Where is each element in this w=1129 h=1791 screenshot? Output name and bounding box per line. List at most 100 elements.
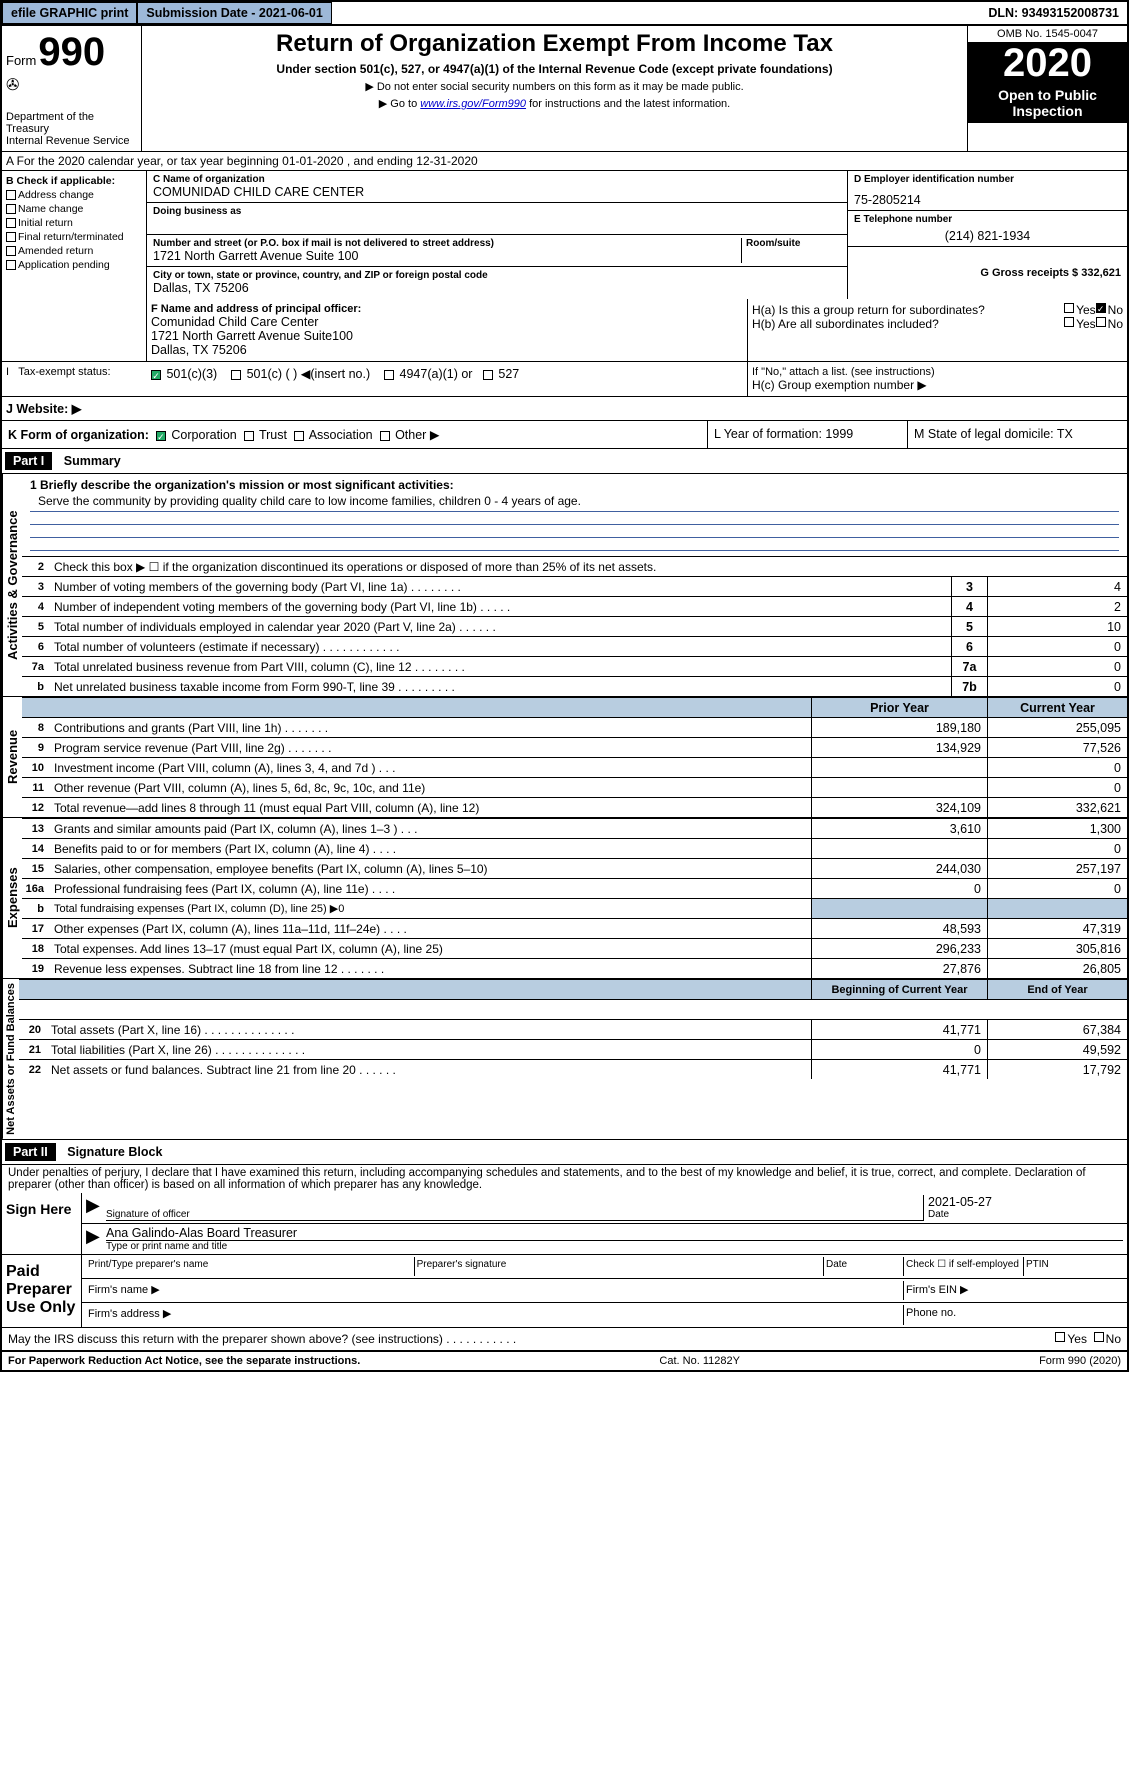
- line18-text: Total expenses. Add lines 13–17 (must eq…: [50, 940, 811, 958]
- top-bar: efile GRAPHIC print Submission Date - 20…: [0, 0, 1129, 26]
- paperwork-notice: For Paperwork Reduction Act Notice, see …: [8, 1355, 360, 1367]
- line13-text: Grants and similar amounts paid (Part IX…: [50, 820, 811, 838]
- line5-text: Total number of individuals employed in …: [50, 618, 951, 636]
- chk-trust[interactable]: [244, 431, 254, 441]
- arrow-icon: ▶: [86, 1195, 106, 1221]
- org-name: COMUNIDAD CHILD CARE CENTER: [153, 185, 841, 199]
- dept-treasury: Department of the Treasury: [6, 111, 137, 135]
- entity-info: B Check if applicable: Address change Na…: [0, 171, 1129, 299]
- firm-name-label: Firm's name ▶: [86, 1281, 903, 1300]
- state-domicile: M State of legal domicile: TX: [907, 421, 1127, 448]
- year-formation: L Year of formation: 1999: [707, 421, 907, 448]
- part2-header: Part II: [5, 1143, 56, 1161]
- chk-501c[interactable]: [231, 370, 241, 380]
- line8-prior: 189,180: [811, 718, 987, 737]
- sign-here-label: Sign Here: [2, 1193, 82, 1254]
- irs-label: Internal Revenue Service: [6, 135, 137, 147]
- line19-prior: 27,876: [811, 959, 987, 978]
- form-title: Return of Organization Exempt From Incom…: [146, 30, 963, 58]
- form-number: 990: [38, 30, 105, 75]
- form-header: Form 990 ✇ Department of the Treasury In…: [0, 26, 1129, 151]
- hb-yes[interactable]: [1064, 317, 1074, 327]
- line20-curr: 67,384: [987, 1020, 1127, 1039]
- line6-text: Total number of volunteers (estimate if …: [50, 638, 951, 656]
- chk-initial[interactable]: [6, 218, 16, 228]
- addr-label: Number and street (or P.O. box if mail i…: [153, 238, 741, 249]
- dba-label: Doing business as: [153, 206, 841, 217]
- ein-value: 75-2805214: [854, 193, 1121, 207]
- gov-vert-label: Activities & Governance: [2, 474, 22, 696]
- chk-address[interactable]: [6, 190, 16, 200]
- gross-receipts: G Gross receipts $ 332,621: [980, 267, 1121, 279]
- box-b-title: B Check if applicable:: [6, 175, 142, 187]
- sig-date-label: Date: [928, 1209, 1123, 1220]
- hc-label: H(c) Group exemption number ▶: [752, 378, 1123, 392]
- line2: Check this box ▶ ☐ if the organization d…: [50, 558, 1127, 576]
- ha-no[interactable]: ✓: [1096, 303, 1106, 313]
- prep-date-label: Date: [823, 1257, 903, 1276]
- line12-curr: 332,621: [987, 798, 1127, 817]
- hb-label: H(b) Are all subordinates included?: [752, 317, 1064, 331]
- perjury-text: Under penalties of perjury, I declare th…: [0, 1165, 1129, 1193]
- line4-val: 2: [987, 597, 1127, 616]
- line13-prior: 3,610: [811, 819, 987, 838]
- line21-prior: 0: [811, 1040, 987, 1059]
- governance-section: Activities & Governance 1 Briefly descri…: [0, 474, 1129, 697]
- line15-curr: 257,197: [987, 859, 1127, 878]
- officer-name: Comunidad Child Care Center: [151, 315, 743, 329]
- line16a-text: Professional fundraising fees (Part IX, …: [50, 880, 811, 898]
- chk-amended[interactable]: [6, 246, 16, 256]
- submission-date: Submission Date - 2021-06-01: [137, 2, 331, 24]
- ptin-label: PTIN: [1023, 1257, 1123, 1276]
- line11-curr: 0: [987, 778, 1127, 797]
- firm-phone-label: Phone no.: [903, 1305, 1123, 1325]
- dln: DLN: 93493152008731: [980, 3, 1127, 23]
- line14-text: Benefits paid to or for members (Part IX…: [50, 840, 811, 858]
- line8-text: Contributions and grants (Part VIII, lin…: [50, 719, 811, 737]
- part1-header: Part I: [5, 452, 52, 470]
- line3-text: Number of voting members of the governin…: [50, 578, 951, 596]
- line9-curr: 77,526: [987, 738, 1127, 757]
- form-footer: Form 990 (2020): [1039, 1355, 1121, 1367]
- efile-print-button[interactable]: efile GRAPHIC print: [2, 2, 137, 24]
- line21-curr: 49,592: [987, 1040, 1127, 1059]
- line15-text: Salaries, other compensation, employee b…: [50, 860, 811, 878]
- line9-prior: 134,929: [811, 738, 987, 757]
- line18-curr: 305,816: [987, 939, 1127, 958]
- exp-vert-label: Expenses: [2, 818, 22, 978]
- line16a-prior: 0: [811, 879, 987, 898]
- officer-status-row: F Name and address of principal officer:…: [0, 299, 1129, 362]
- discuss-no[interactable]: [1094, 1332, 1104, 1342]
- line10-prior: [811, 758, 987, 777]
- chk-name[interactable]: [6, 204, 16, 214]
- line10-text: Investment income (Part VIII, column (A)…: [50, 759, 811, 777]
- irs-link[interactable]: www.irs.gov/Form990: [420, 98, 526, 110]
- net-assets-section: Net Assets or Fund Balances Beginning of…: [0, 979, 1129, 1140]
- line11-prior: [811, 778, 987, 797]
- chk-527[interactable]: [483, 370, 493, 380]
- discuss-text: May the IRS discuss this return with the…: [8, 1332, 1055, 1346]
- line16b-text: Total fundraising expenses (Part IX, col…: [50, 900, 811, 917]
- line6-val: 0: [987, 637, 1127, 656]
- line22-curr: 17,792: [987, 1060, 1127, 1079]
- form-subtitle: Under section 501(c), 527, or 4947(a)(1)…: [146, 62, 963, 76]
- line3-val: 4: [987, 577, 1127, 596]
- tax-status-label: I Tax-exempt status:: [2, 362, 147, 396]
- chk-pending[interactable]: [6, 260, 16, 270]
- chk-corp[interactable]: ✓: [156, 431, 166, 441]
- discuss-yes[interactable]: [1055, 1332, 1065, 1342]
- org-name-label: C Name of organization: [153, 174, 841, 185]
- line8-curr: 255,095: [987, 718, 1127, 737]
- chk-501c3[interactable]: ✓: [151, 370, 161, 380]
- chk-final[interactable]: [6, 232, 16, 242]
- open-public: Open to Public Inspection: [968, 83, 1127, 123]
- chk-assoc[interactable]: [294, 431, 304, 441]
- chk-4947[interactable]: [384, 370, 394, 380]
- line19-text: Revenue less expenses. Subtract line 18 …: [50, 960, 811, 978]
- ha-yes[interactable]: [1064, 303, 1074, 313]
- part2-title: Signature Block: [67, 1145, 162, 1159]
- line7b-val: 0: [987, 677, 1127, 696]
- hb-no[interactable]: [1096, 317, 1106, 327]
- chk-other[interactable]: [380, 431, 390, 441]
- ein-label: D Employer identification number: [854, 174, 1121, 185]
